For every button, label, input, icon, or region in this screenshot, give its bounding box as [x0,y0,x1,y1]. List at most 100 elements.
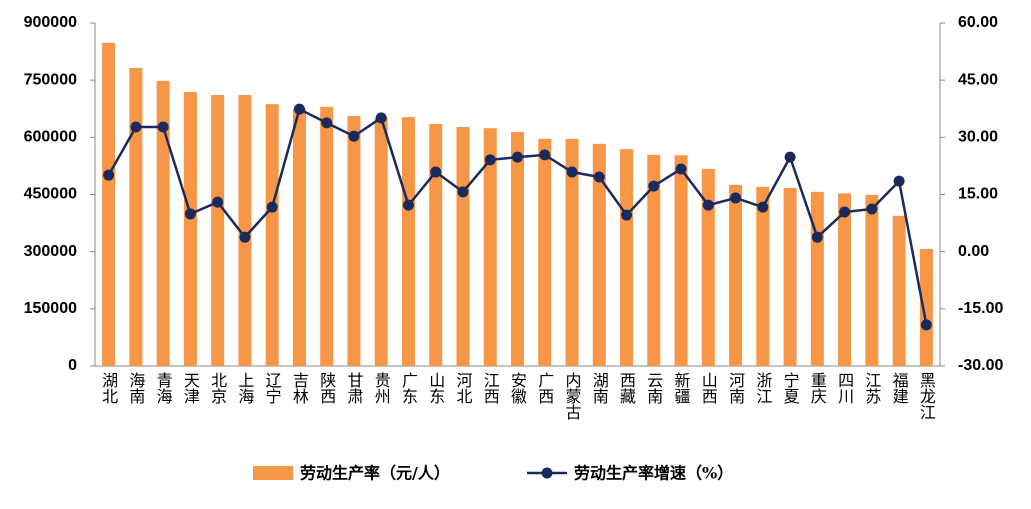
x-tick-label: 北京 [208,372,227,405]
x-tick-label: 云南 [644,372,663,404]
x-tick-label: 福建 [890,372,909,404]
x-tick-label: 江苏 [862,372,881,405]
y2-tick-label: -15.00 [958,300,1003,317]
x-tick-label: 陕西 [317,372,336,404]
marker [675,163,687,175]
marker [920,319,932,331]
x-tick-label: 天津 [181,372,200,404]
marker [293,103,305,115]
x-tick-label: 黑龙江 [917,372,936,420]
x-tick-label: 甘肃 [344,372,363,404]
bar [592,143,606,366]
bar [538,138,552,366]
bar [265,104,279,366]
legend-label: 劳动生产率（元/人） [300,464,450,483]
y2-tick-label: 45.00 [958,71,998,88]
marker [757,201,769,213]
y-tick-label: 900000 [24,14,77,31]
marker [484,154,496,166]
x-tick-label: 山东 [426,372,445,404]
marker [157,121,169,133]
marker [457,186,469,198]
bar [183,91,197,366]
marker [784,151,796,163]
marker [893,175,905,187]
bar [156,80,170,366]
marker [212,196,224,208]
y2-tick-label: 15.00 [958,186,998,203]
marker [811,231,823,243]
y-tick-label: 750000 [24,71,77,88]
y-tick-label: 150000 [24,300,77,317]
x-tick-label: 湖南 [590,372,609,404]
bar [838,193,852,366]
bar [320,106,334,366]
bar [701,168,715,366]
x-tick-label: 海南 [126,372,145,404]
marker [512,151,523,163]
legend-swatch [253,466,293,480]
bar [238,95,252,366]
bar [429,123,443,366]
y2-tick-label: 30.00 [958,129,998,146]
y2-tick-label: 0.00 [958,243,989,260]
x-tick-label: 浙江 [753,372,772,404]
marker [430,166,442,178]
bar [729,184,743,366]
x-tick-label: 河南 [726,372,745,404]
x-tick-label: 贵州 [372,372,391,404]
x-tick-label: 山西 [699,372,718,404]
marker [839,206,851,218]
bar [511,131,524,366]
marker [103,169,115,181]
x-tick-label: 宁夏 [781,372,800,404]
x-tick-label: 江西 [481,372,500,404]
x-tick-label: 广西 [535,372,554,404]
bar [456,127,470,366]
x-tick-label: 辽宁 [263,372,282,404]
marker [648,180,660,192]
bar [292,108,306,366]
bar [401,117,415,366]
x-tick-label: 河北 [453,372,472,404]
x-tick-label: 上海 [235,372,254,404]
x-tick-label: 西藏 [617,372,636,405]
y-tick-label: 600000 [24,129,77,146]
marker [730,192,742,204]
y-tick-label: 450000 [24,186,77,203]
bar [892,215,906,366]
x-tick-label: 安徽 [508,372,527,404]
x-tick-label: 内蒙古 [563,372,582,420]
marker [239,231,251,243]
bar [756,186,770,366]
y-tick-label: 0 [68,357,77,374]
bar [865,194,879,366]
bar [483,128,497,366]
marker [866,203,878,215]
marker [266,201,278,213]
marker [539,149,551,161]
bar [620,149,634,366]
bar [129,67,143,367]
bar [565,138,579,366]
y2-tick-label: 60.00 [958,14,998,31]
x-tick-label: 青海 [154,372,173,404]
marker [375,112,387,124]
marker [702,199,714,211]
marker [321,117,333,129]
bar [374,117,388,366]
marker [348,130,360,142]
bar [783,188,797,366]
marker [566,166,578,178]
bar [211,95,225,366]
bar [647,154,661,366]
y-tick-label: 300000 [24,243,77,260]
x-tick-label: 重庆 [808,372,827,404]
bar [347,115,361,366]
x-tick-label: 湖北 [99,372,118,404]
bar [810,191,824,366]
marker [621,209,633,221]
x-tick-label: 新疆 [672,372,691,404]
bar [919,248,933,366]
